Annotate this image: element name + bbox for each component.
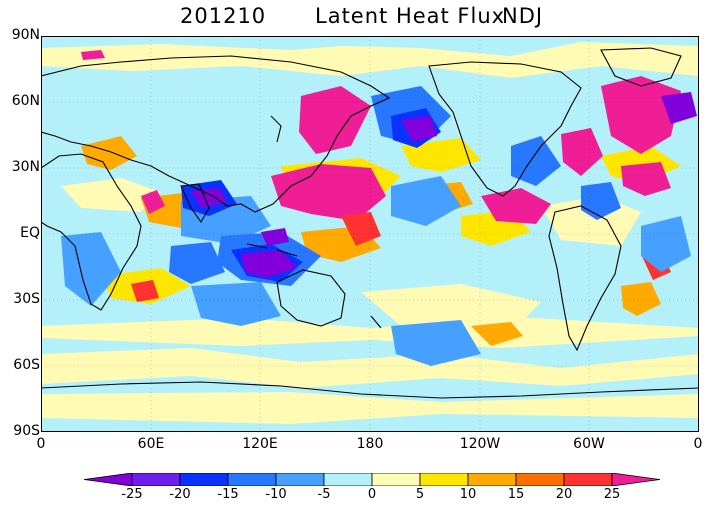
colorbar-segment bbox=[515, 473, 565, 486]
colorbar-tick-label: 10 bbox=[459, 487, 477, 502]
figure-title: 201210 Latent Heat Flux NDJ bbox=[0, 4, 712, 32]
map-frame bbox=[41, 36, 699, 432]
gridlines bbox=[41, 36, 699, 432]
title-date: 201210 bbox=[180, 4, 267, 28]
colorbar-tick-label: 25 bbox=[603, 487, 621, 502]
lon-label-60e: 60E bbox=[137, 436, 165, 452]
lat-label-60s: 60S bbox=[13, 357, 40, 373]
lon-label-0: 0 bbox=[36, 436, 46, 452]
lon-label-60w: 60W bbox=[573, 436, 605, 452]
colorbar-segment bbox=[611, 473, 660, 486]
colorbar-segment bbox=[227, 473, 277, 486]
lat-label-30s: 30S bbox=[13, 291, 40, 307]
lat-label-30n: 30N bbox=[11, 159, 40, 175]
colorbar-segment bbox=[419, 473, 469, 486]
lat-label-90s: 90S bbox=[13, 423, 40, 439]
lon-label-180: 180 bbox=[356, 436, 384, 452]
lon-label-120w: 120W bbox=[459, 436, 501, 452]
colorbar-segment bbox=[371, 473, 421, 486]
colorbar-segment bbox=[323, 473, 373, 486]
colorbar-tick-label: 15 bbox=[507, 487, 525, 502]
colorbar-tick-label: -25 bbox=[121, 487, 143, 502]
colorbar-tick-label: -10 bbox=[265, 487, 287, 502]
colorbar-tick-label: -15 bbox=[217, 487, 239, 502]
lat-label-60n: 60N bbox=[11, 93, 40, 109]
colorbar-segment bbox=[131, 473, 181, 486]
colorbar-segment bbox=[467, 473, 517, 486]
colorbar-segment bbox=[179, 473, 229, 486]
colorbar bbox=[84, 473, 660, 486]
coastlines bbox=[41, 47, 699, 399]
colorbar-tick-label: 20 bbox=[555, 487, 573, 502]
title-variable: Latent Heat Flux bbox=[315, 4, 506, 28]
title-season: NDJ bbox=[502, 4, 544, 28]
lat-label-90n: 90N bbox=[11, 27, 40, 43]
colorbar-segment bbox=[84, 473, 133, 486]
lon-label-0-end: 0 bbox=[693, 436, 703, 452]
latent-heat-flux-map bbox=[41, 36, 699, 432]
lon-label-120e: 120E bbox=[242, 436, 278, 452]
colorbar-tick-label: 0 bbox=[367, 487, 377, 502]
colorbar-segment bbox=[275, 473, 325, 486]
colorbar-tick-label: 5 bbox=[415, 487, 425, 502]
lat-label-eq: EQ bbox=[20, 225, 40, 241]
colorbar-tick-label: -5 bbox=[317, 487, 331, 502]
colorbar-segment bbox=[563, 473, 613, 486]
colorbar-tick-label: -20 bbox=[169, 487, 191, 502]
